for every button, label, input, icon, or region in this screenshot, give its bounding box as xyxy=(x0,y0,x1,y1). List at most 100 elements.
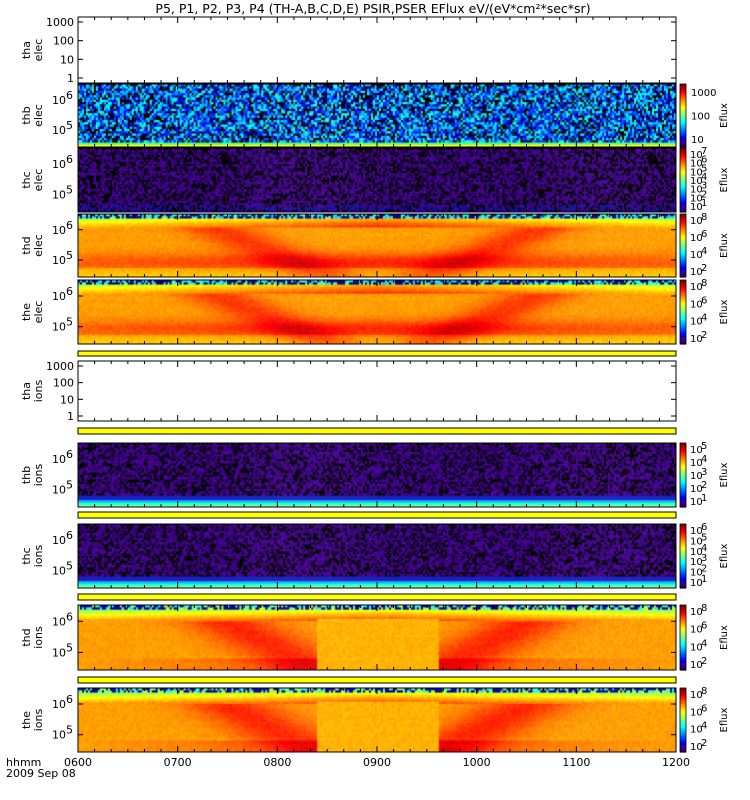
yellow-strips-group xyxy=(77,350,677,684)
colorbar-swatch xyxy=(680,331,686,334)
colorbar-swatch xyxy=(680,467,686,470)
colorbar-swatch xyxy=(680,726,686,729)
colorbar-swatch xyxy=(680,121,686,124)
y-tick-label: 100 xyxy=(53,377,74,390)
colorbar-swatch xyxy=(680,323,686,326)
colorbar-tick-exp: 6 xyxy=(701,703,707,714)
y-tick-exp: 5 xyxy=(66,119,73,132)
colorbar-swatch xyxy=(680,329,686,332)
colorbar-swatch xyxy=(680,289,686,292)
colorbar-swatch xyxy=(680,262,686,265)
colorbar-swatch xyxy=(680,84,686,87)
colorbar-swatch xyxy=(680,487,686,490)
colorbar-swatch xyxy=(680,564,686,567)
colorbar-swatch xyxy=(680,606,686,609)
colorbar-tick-exp: 4 xyxy=(701,313,707,324)
colorbar-swatch xyxy=(680,562,686,565)
colorbar-swatch xyxy=(680,315,686,318)
colorbar-swatch xyxy=(680,609,686,613)
colorbar-swatch xyxy=(680,724,686,727)
colorbar-tick-label: 1000 xyxy=(691,88,716,99)
colorbar-swatch xyxy=(680,242,686,245)
colorbar-label: Eflux xyxy=(719,167,730,192)
colorbar-swatch xyxy=(680,668,686,671)
colorbar-swatch xyxy=(680,156,686,159)
colorbar-tick-label: 10 xyxy=(690,725,703,736)
colorbar-swatch xyxy=(680,634,686,637)
colorbar-swatch xyxy=(680,540,686,543)
colorbar-swatch xyxy=(680,113,686,117)
colorbar-swatch xyxy=(680,645,686,648)
colorbar-swatch xyxy=(680,85,686,88)
colorbar-swatch xyxy=(680,95,686,98)
colorbar-swatch xyxy=(680,258,686,261)
colorbar-tick-label: 10 xyxy=(690,578,703,589)
colorbar-label: Eflux xyxy=(719,299,730,324)
colorbar-swatch xyxy=(680,231,686,234)
colorbar-swatch xyxy=(680,256,686,259)
colorbar-swatch xyxy=(680,208,686,211)
colorbar-swatch xyxy=(680,748,686,751)
heatmap-canvas xyxy=(78,605,676,670)
colorbar-tick-exp: 6 xyxy=(701,295,707,306)
colorbar-swatch xyxy=(680,102,686,106)
colorbar-swatch xyxy=(680,140,686,143)
yellow-strip xyxy=(77,427,677,435)
colorbar-swatch xyxy=(680,313,686,316)
colorbar-tick-label: 10 xyxy=(690,707,703,718)
colorbar-swatch xyxy=(680,180,686,183)
colorbar-swatch xyxy=(680,627,686,630)
colorbar-tick-label: 10 xyxy=(690,167,703,178)
colorbar-swatch xyxy=(680,197,686,200)
colorbar-swatch xyxy=(680,549,686,552)
colorbar-swatch xyxy=(680,736,686,739)
colorbar-swatch xyxy=(680,559,686,562)
colorbar-swatch xyxy=(680,611,686,614)
colorbar-swatch xyxy=(680,104,686,107)
colorbar-swatch xyxy=(680,214,686,217)
colorbar-swatch xyxy=(680,226,686,229)
colorbar-tick-exp: 2 xyxy=(701,189,707,200)
colorbar-swatch xyxy=(680,572,686,575)
colorbar-swatch xyxy=(680,132,686,135)
colorbar-swatch xyxy=(680,619,686,622)
heatmap-cells xyxy=(78,688,676,752)
colorbar-swatch xyxy=(680,160,686,163)
colorbar-swatch xyxy=(680,622,686,626)
colorbar-swatch xyxy=(680,745,686,748)
y-tick-label: 1 xyxy=(67,410,74,423)
colorbar-swatch xyxy=(680,465,686,468)
colorbar-tick-exp: 4 xyxy=(701,454,707,465)
colorbar-swatch xyxy=(680,613,686,616)
colorbar-tick-label: 10 xyxy=(690,690,703,701)
y-tick-label: 10 xyxy=(60,393,74,406)
heatmap-canvas xyxy=(78,148,676,212)
colorbar-swatch xyxy=(680,446,686,449)
colorbar-tick-exp: 1 xyxy=(701,198,707,209)
colorbar-swatch xyxy=(680,658,686,661)
colorbar-tick-label: 10 xyxy=(690,159,703,170)
colorbar-swatch xyxy=(680,280,686,283)
colorbar-tick-label: 10 xyxy=(690,267,703,278)
colorbar-tick-label: 10 xyxy=(690,445,703,456)
colorbar-swatch xyxy=(680,117,686,120)
colorbar-swatch xyxy=(680,568,686,571)
colorbar-tick-label: 10 xyxy=(690,526,703,537)
y-tick-label: 1000 xyxy=(46,360,74,373)
colorbar-swatch xyxy=(680,530,686,533)
heatmap-canvas xyxy=(78,84,676,147)
colorbar-frame xyxy=(679,279,687,345)
colorbar-swatch xyxy=(680,291,686,294)
colorbar-swatch xyxy=(680,503,686,506)
colorbar-swatch xyxy=(680,527,686,530)
panel-label-species: ions xyxy=(32,626,45,649)
colorbar-label: Eflux xyxy=(719,543,730,568)
colorbar-swatch xyxy=(680,305,686,308)
colorbar-swatch xyxy=(680,310,686,313)
colorbar-swatch xyxy=(680,194,686,197)
colorbar-swatch xyxy=(680,584,686,587)
colorbar-swatch xyxy=(680,239,686,242)
